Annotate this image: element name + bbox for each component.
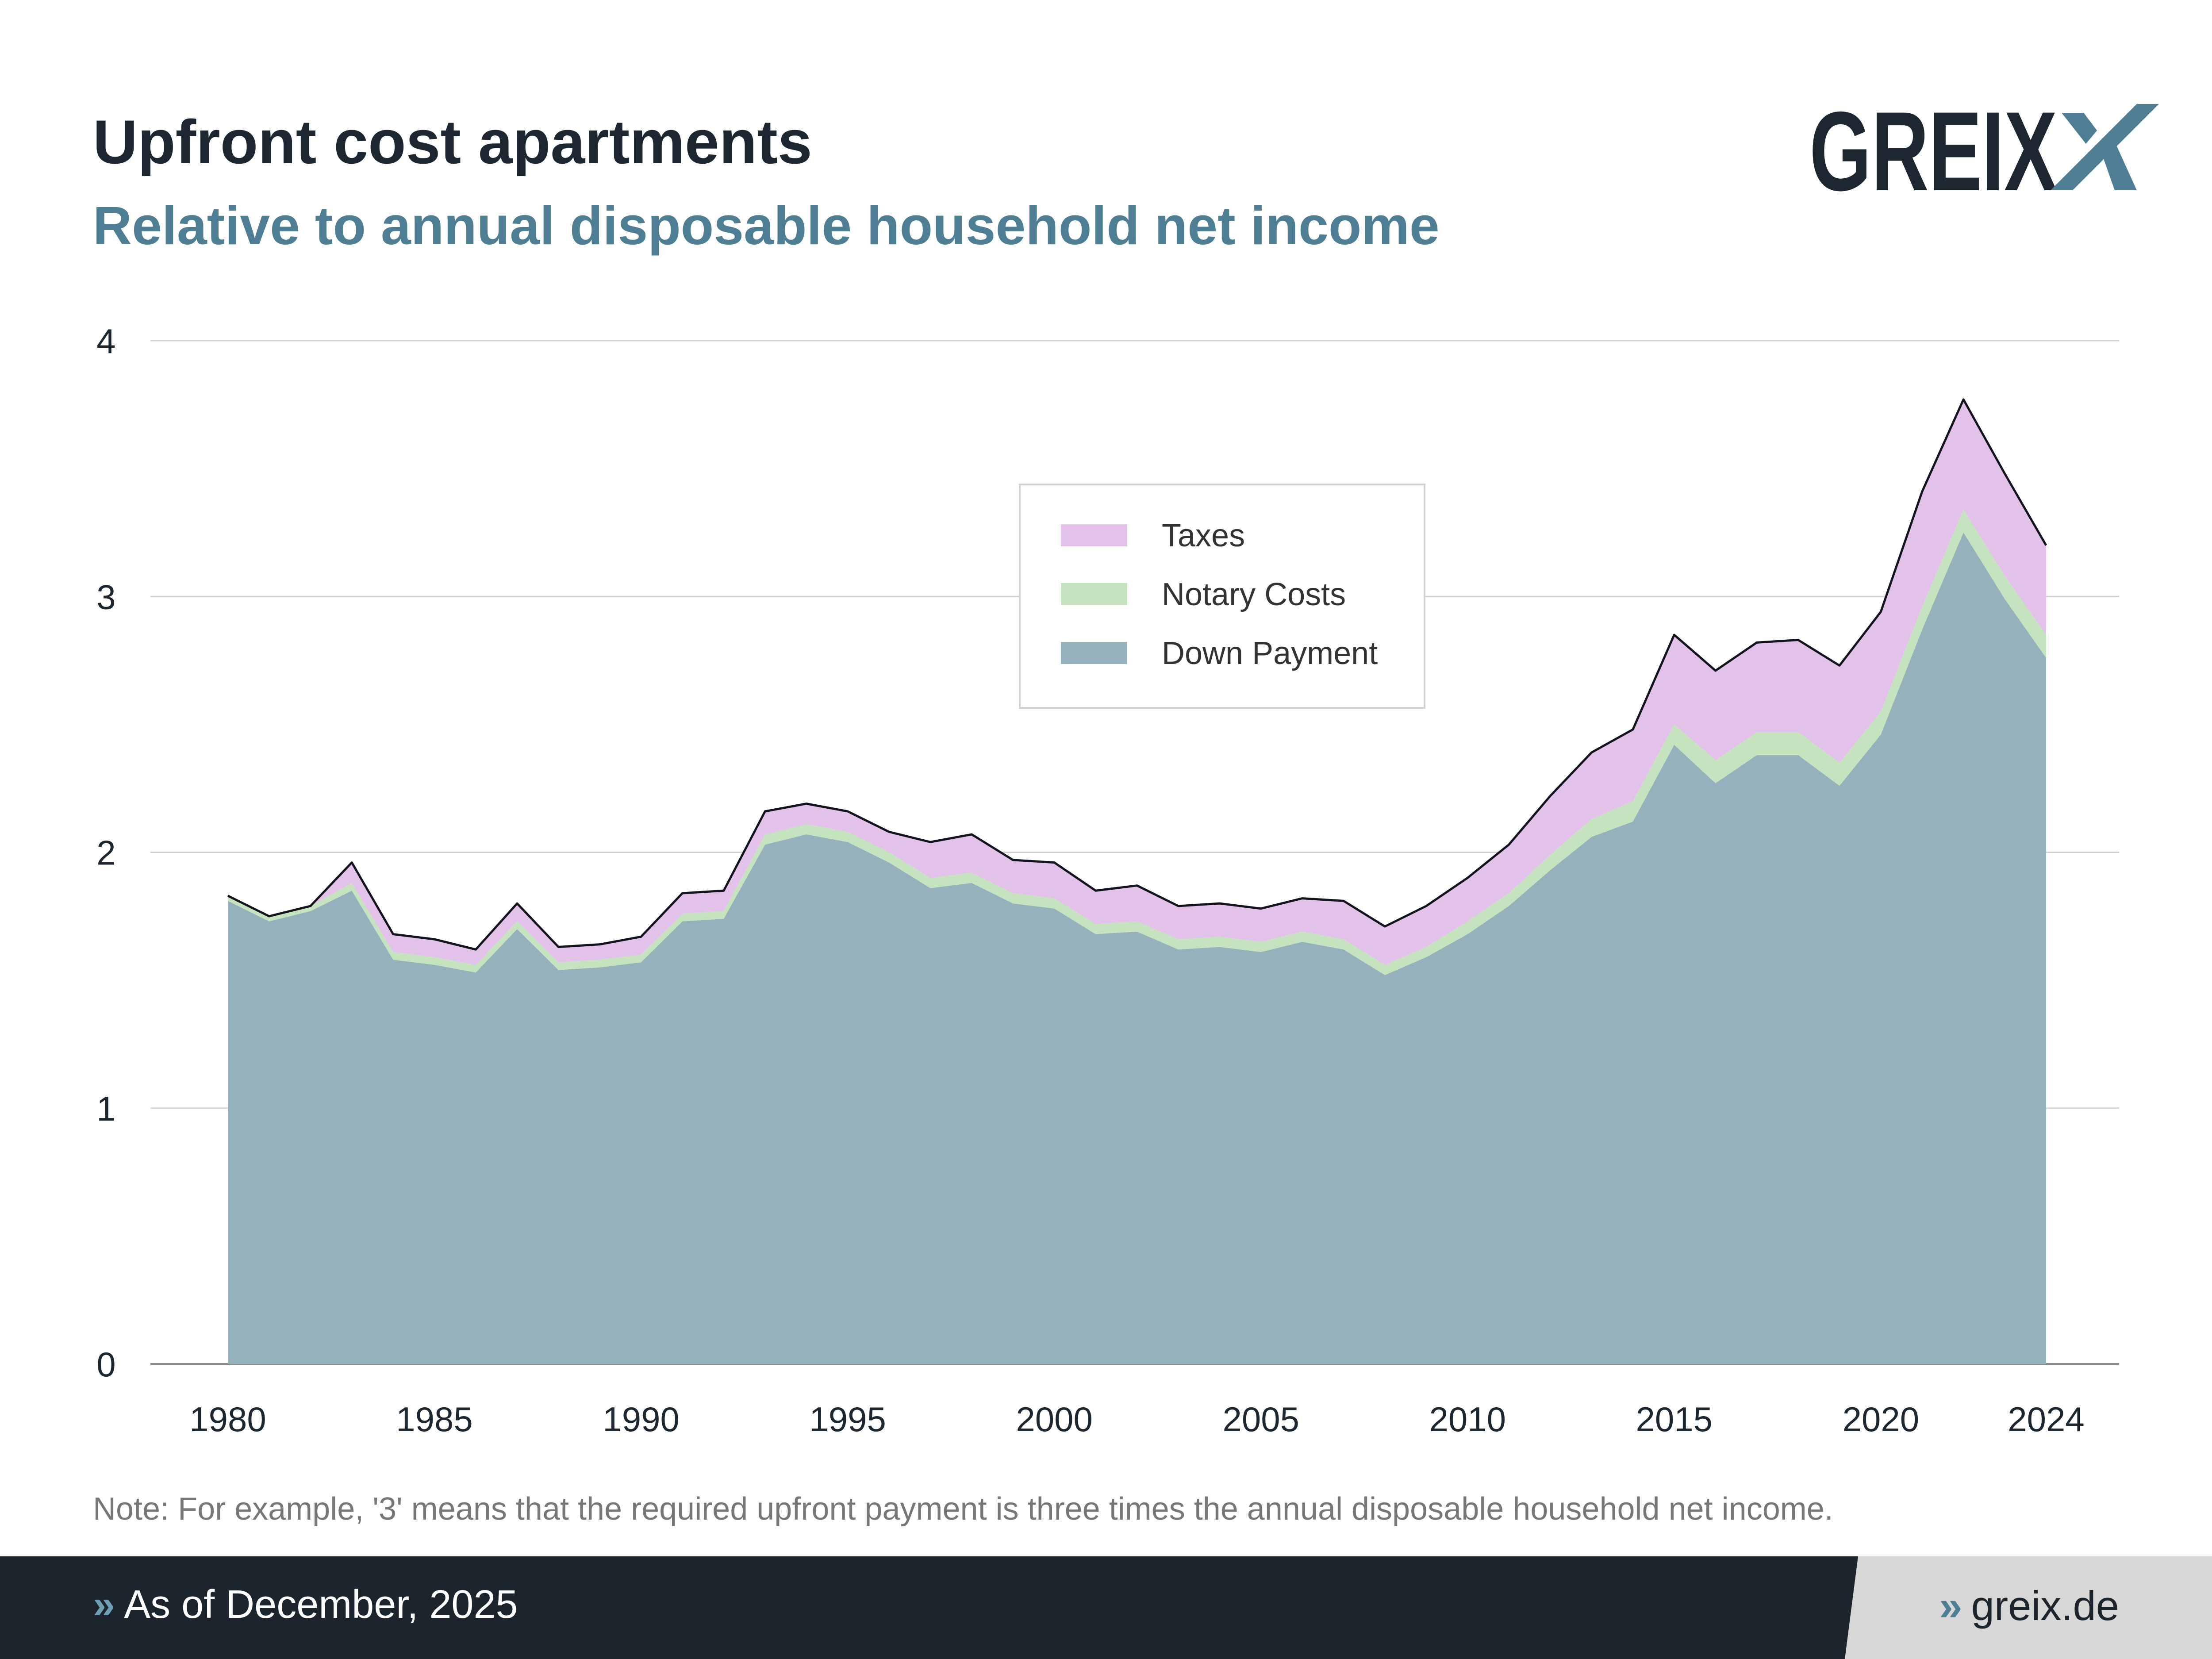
area-notary-costs [228, 509, 2046, 975]
legend-label: Taxes [1162, 518, 1245, 553]
x-tick-label: 2000 [1016, 1400, 1093, 1439]
y-tick-label: 3 [96, 577, 115, 616]
y-axis-ticks: 0 1 2 3 4 [96, 322, 115, 1384]
chart-legend: Taxes Notary Costs Down Payment [1019, 484, 1425, 709]
total-line [227, 398, 2047, 951]
chevron-right-icon: » [1939, 1582, 1962, 1629]
x-tick-label: 2015 [1636, 1400, 1713, 1439]
chart-title: Upfront cost apartments [93, 107, 812, 177]
footer-dark-panel [0, 1556, 2212, 1659]
x-tick-label: 1985 [396, 1400, 473, 1439]
area-taxes [228, 399, 2046, 965]
footer-website-text: greix.de [1971, 1582, 2119, 1629]
y-tick-label: 1 [96, 1089, 115, 1128]
x-tick-label: 2005 [1222, 1400, 1299, 1439]
logo-x-stroke-icon [2062, 113, 2097, 144]
footer-bar: » As of December, 2025 » greix.de [0, 1556, 2212, 1659]
logo-x-stroke2-icon [2101, 142, 2137, 190]
logo-x-accent-icon [2051, 104, 2159, 190]
chevron-right-icon: » [93, 1582, 115, 1627]
greix-logo: GREIX [1809, 100, 2159, 197]
x-tick-label: 2024 [2008, 1400, 2085, 1439]
chart-subtitle: Relative to annual disposable household … [93, 196, 1440, 256]
area-down-payment [228, 532, 2046, 1364]
legend-label: Notary Costs [1162, 577, 1346, 612]
stacked-areas [227, 398, 2047, 1364]
footer-light-panel [1845, 1556, 2212, 1659]
footer-date-text: As of December, 2025 [124, 1582, 518, 1627]
footer-date: » As of December, 2025 [93, 1582, 518, 1628]
y-tick-label: 4 [96, 322, 115, 361]
legend-label: Down Payment [1162, 636, 1378, 671]
y-tick-label: 0 [96, 1345, 115, 1384]
legend-swatch [1061, 642, 1127, 664]
chart-note: Note: For example, '3' means that the re… [93, 1491, 1833, 1527]
x-tick-label: 1990 [603, 1400, 680, 1439]
x-tick-label: 1995 [809, 1400, 886, 1439]
x-tick-label: 1980 [189, 1400, 266, 1439]
legend-swatch [1061, 524, 1127, 546]
footer-website-link[interactable]: » greix.de [1939, 1582, 2119, 1630]
x-axis-ticks: 1980 1985 1990 1995 2000 2005 2010 2015 2020 2024 [189, 1400, 2085, 1439]
y-tick-label: 2 [96, 833, 115, 872]
x-tick-label: 2020 [1843, 1400, 1920, 1439]
legend-swatch [1061, 583, 1127, 605]
logo-text: GREIX [1809, 100, 2057, 197]
area-chart: 0 1 2 3 4 1980 1985 1990 1995 2000 2005 2010 2015 20… [96, 322, 2119, 1439]
x-tick-label: 2010 [1429, 1400, 1506, 1439]
